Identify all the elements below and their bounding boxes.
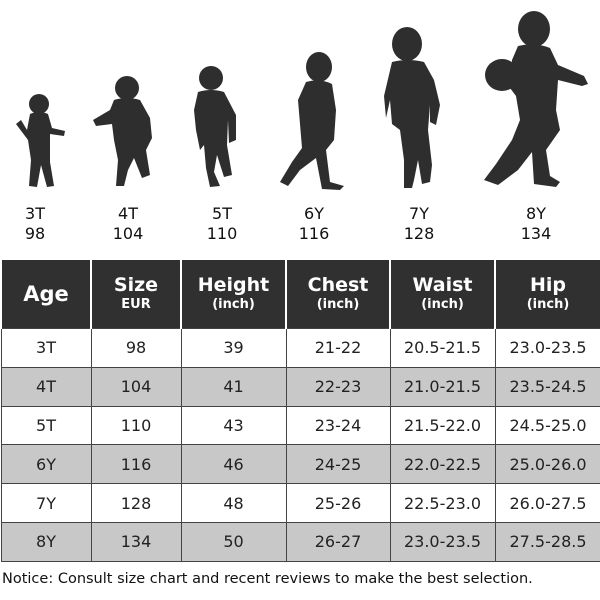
cell-height: 41 [180, 366, 287, 407]
table-header-row: Age Size EUR Height (inch) Chest (inch) … [0, 260, 600, 329]
cell-age: 8Y [0, 521, 92, 562]
cell-hip: 23.0-23.5 [494, 328, 600, 368]
cell-size: 116 [90, 444, 182, 485]
child-silhouette-7y-icon [384, 27, 440, 188]
child-silhouette-5t-icon [194, 66, 236, 187]
figure-label-3t: 3T 98 [0, 204, 70, 244]
figure-size: 98 [24, 224, 46, 243]
cell-hip: 26.0-27.5 [494, 483, 600, 523]
cell-chest: 25-26 [285, 483, 391, 523]
cell-waist: 21.0-21.5 [389, 366, 496, 407]
cell-age: 7Y [0, 483, 92, 523]
figure-age: 7Y [409, 204, 429, 223]
cell-waist: 22.5-23.0 [389, 483, 496, 523]
figure-label-4t: 4T 104 [93, 204, 163, 244]
cell-size: 98 [90, 328, 182, 368]
cell-age: 4T [0, 366, 92, 407]
cell-height: 39 [180, 328, 287, 368]
column-header-height: Height (inch) [180, 260, 287, 329]
column-header-hip: Hip (inch) [494, 260, 600, 329]
figure-age: 4T [118, 204, 138, 223]
table-row: 4T 104 41 22-23 21.0-21.5 23.5-24.5 [0, 366, 600, 407]
figure-size: 128 [403, 224, 435, 243]
cell-chest: 22-23 [285, 366, 391, 407]
size-table: Age Size EUR Height (inch) Chest (inch) … [0, 260, 600, 562]
cell-size: 110 [90, 405, 182, 446]
figure-age: 5T [212, 204, 232, 223]
table-row: 6Y 116 46 24-25 22.0-22.5 25.0-26.0 [0, 444, 600, 485]
cell-waist: 20.5-21.5 [389, 328, 496, 368]
cell-size: 128 [90, 483, 182, 523]
column-header-age: Age [0, 260, 92, 329]
cell-chest: 26-27 [285, 521, 391, 562]
figure-label-7y: 7Y 128 [384, 204, 454, 244]
cell-waist: 22.0-22.5 [389, 444, 496, 485]
cell-hip: 25.0-26.0 [494, 444, 600, 485]
figure-label-8y: 8Y 134 [501, 204, 571, 244]
cell-chest: 21-22 [285, 328, 391, 368]
child-silhouette-4t-icon [93, 76, 152, 186]
child-silhouette-6y-icon [280, 52, 344, 190]
cell-size: 104 [90, 366, 182, 407]
cell-chest: 23-24 [285, 405, 391, 446]
table-row: 7Y 128 48 25-26 22.5-23.0 26.0-27.5 [0, 483, 600, 523]
cell-waist: 21.5-22.0 [389, 405, 496, 446]
figure-size: 116 [298, 224, 330, 243]
figure-label-6y: 6Y 116 [279, 204, 349, 244]
figure-size: 104 [112, 224, 144, 243]
column-header-waist: Waist (inch) [389, 260, 496, 329]
cell-height: 46 [180, 444, 287, 485]
child-silhouette-8y-icon [484, 11, 588, 188]
cell-height: 50 [180, 521, 287, 562]
cell-hip: 24.5-25.0 [494, 405, 600, 446]
figure-size: 134 [520, 224, 552, 243]
cell-hip: 27.5-28.5 [494, 521, 600, 562]
notice-text: Notice: Consult size chart and recent re… [2, 571, 533, 587]
child-silhouette-3t-icon [16, 94, 65, 187]
table-row: 5T 110 43 23-24 21.5-22.0 24.5-25.0 [0, 405, 600, 446]
cell-age: 5T [0, 405, 92, 446]
figure-size: 110 [206, 224, 238, 243]
cell-age: 6Y [0, 444, 92, 485]
cell-height: 43 [180, 405, 287, 446]
column-header-size: Size EUR [90, 260, 182, 329]
figure-age: 8Y [526, 204, 546, 223]
cell-height: 48 [180, 483, 287, 523]
column-header-chest: Chest (inch) [285, 260, 391, 329]
cell-hip: 23.5-24.5 [494, 366, 600, 407]
cell-chest: 24-25 [285, 444, 391, 485]
child-silhouettes [16, 11, 588, 190]
figure-label-5t: 5T 110 [187, 204, 257, 244]
cell-waist: 23.0-23.5 [389, 521, 496, 562]
figure-age: 3T [25, 204, 45, 223]
figure-age: 6Y [304, 204, 324, 223]
cell-age: 3T [0, 328, 92, 368]
cell-size: 134 [90, 521, 182, 562]
table-row: 3T 98 39 21-22 20.5-21.5 23.0-23.5 [0, 328, 600, 368]
size-chart: Age Size EUR Height (inch) Chest (inch) … [0, 260, 600, 562]
table-row: 8Y 134 50 26-27 23.0-23.5 27.5-28.5 [0, 521, 600, 562]
